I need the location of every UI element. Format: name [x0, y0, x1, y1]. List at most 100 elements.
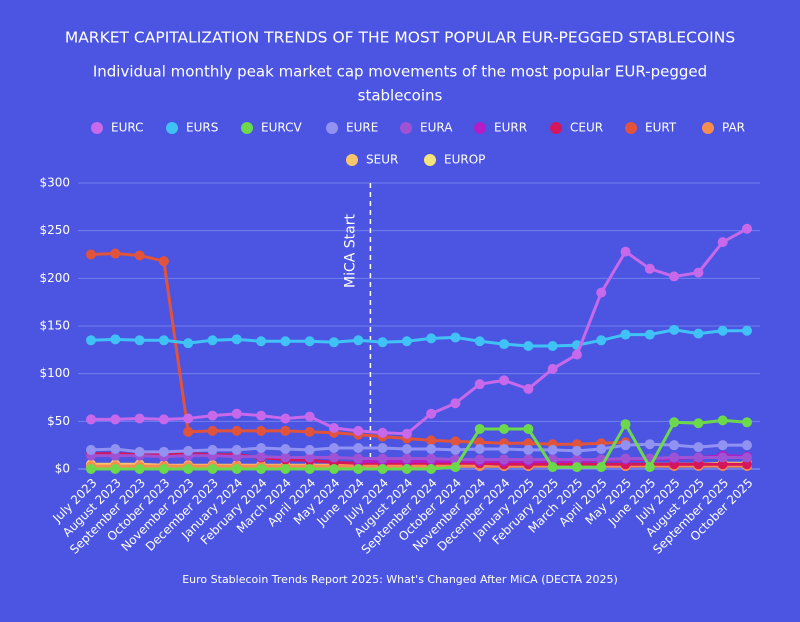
- data-point: [474, 454, 485, 465]
- data-point: [547, 341, 558, 352]
- chart-title: MARKET CAPITALIZATION TRENDS OF THE MOST…: [65, 29, 735, 47]
- data-point: [328, 464, 339, 474]
- legend-marker: [400, 122, 412, 134]
- data-point: [158, 464, 169, 474]
- data-point: [134, 413, 145, 424]
- data-point: [620, 440, 631, 451]
- data-point: [644, 263, 655, 274]
- chart-subtitle: stablecoins: [358, 87, 443, 105]
- data-point: [134, 464, 145, 474]
- data-point: [450, 398, 461, 409]
- legend-label: EURCV: [261, 121, 302, 135]
- data-point: [353, 425, 364, 436]
- data-point: [256, 451, 267, 462]
- data-point: [547, 444, 558, 455]
- data-point: [450, 444, 461, 455]
- y-tick-label: $200: [39, 271, 70, 285]
- data-point: [693, 267, 704, 278]
- data-point: [523, 444, 534, 455]
- data-point: [426, 453, 437, 464]
- data-point: [450, 462, 461, 473]
- data-point: [474, 336, 485, 347]
- data-point: [571, 445, 582, 456]
- data-point: [547, 363, 558, 374]
- data-point: [207, 444, 218, 455]
- legend-label: EURS: [186, 121, 218, 135]
- data-point: [207, 464, 218, 474]
- data-point: [280, 336, 291, 347]
- data-point: [231, 444, 242, 455]
- data-point: [353, 443, 364, 454]
- data-point: [328, 452, 339, 463]
- data-point: [644, 439, 655, 450]
- data-point: [717, 440, 728, 451]
- legend-label: CEUR: [570, 121, 603, 135]
- legend-label: SEUR: [366, 153, 398, 167]
- data-point: [304, 426, 315, 437]
- data-point: [183, 426, 194, 437]
- y-tick-label: $50: [47, 414, 70, 428]
- legend-label: EURR: [494, 121, 527, 135]
- data-point: [426, 408, 437, 419]
- data-point: [304, 444, 315, 455]
- data-point: [304, 452, 315, 463]
- data-point: [547, 462, 558, 473]
- data-point: [353, 453, 364, 464]
- data-point: [256, 443, 267, 454]
- legend-marker: [474, 122, 486, 134]
- y-tick-label: $100: [39, 366, 70, 380]
- data-point: [523, 383, 534, 394]
- data-point: [377, 443, 388, 454]
- data-point: [426, 435, 437, 446]
- data-point: [256, 336, 267, 347]
- data-point: [86, 444, 96, 455]
- data-point: [426, 443, 437, 454]
- data-point: [571, 454, 582, 465]
- data-point: [183, 464, 194, 474]
- data-point: [669, 452, 680, 463]
- data-point: [644, 462, 655, 473]
- data-point: [304, 411, 315, 422]
- data-point: [86, 249, 96, 260]
- data-point: [499, 454, 510, 465]
- data-point: [280, 464, 291, 474]
- data-point: [717, 452, 728, 463]
- data-point: [256, 464, 267, 474]
- data-point: [693, 328, 704, 339]
- data-point: [110, 464, 121, 474]
- data-point: [499, 443, 510, 454]
- data-point: [669, 440, 680, 451]
- data-point: [523, 341, 534, 352]
- series-line: [91, 454, 747, 461]
- data-point: [158, 414, 169, 425]
- annotation: MiCA Start: [342, 214, 358, 288]
- data-point: [134, 446, 145, 457]
- legend-label: EUROP: [444, 153, 485, 167]
- data-point: [426, 464, 437, 474]
- data-point: [401, 464, 412, 474]
- legend-marker: [625, 122, 637, 134]
- data-point: [717, 415, 728, 426]
- data-point: [693, 442, 704, 453]
- data-point: [353, 464, 364, 474]
- data-point: [620, 419, 631, 430]
- data-point: [256, 410, 267, 421]
- data-point: [183, 338, 194, 349]
- data-point: [280, 452, 291, 463]
- data-point: [207, 425, 218, 436]
- data-point: [669, 324, 680, 335]
- data-point: [231, 464, 242, 474]
- data-point: [717, 325, 728, 336]
- data-point: [110, 334, 121, 345]
- data-point: [280, 443, 291, 454]
- data-point: [86, 414, 96, 425]
- data-point: [620, 246, 631, 257]
- data-point: [280, 413, 291, 424]
- legend-marker: [326, 122, 338, 134]
- series-line: [90, 328, 747, 348]
- data-point: [450, 332, 461, 343]
- data-point: [158, 335, 169, 346]
- y-tick-label: $300: [39, 176, 70, 190]
- data-point: [377, 337, 388, 348]
